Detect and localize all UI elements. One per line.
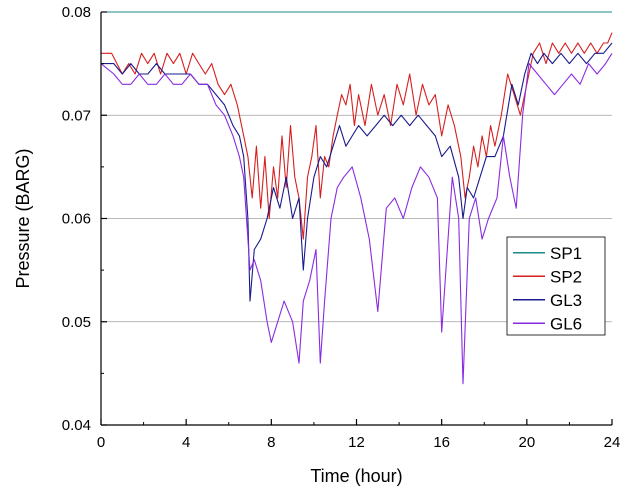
x-tick-label: 4: [182, 434, 190, 451]
x-tick-label: 20: [518, 434, 535, 451]
x-axis-title: Time (hour): [310, 466, 402, 486]
y-tick-label: 0.05: [62, 314, 91, 331]
y-tick-label: 0.04: [62, 417, 91, 434]
x-tick-label: 24: [604, 434, 620, 451]
ticks: 0 4 8 12 16 20 24 0.04 0.05 0.06 0.07 0.08: [62, 4, 620, 451]
y-axis-title: Pressure (BARG): [13, 148, 33, 288]
series-line-sp2: [101, 32, 613, 240]
legend-label: GL6: [550, 314, 582, 333]
y-tick-label: 0.07: [62, 107, 91, 124]
series-line-gl6: [100, 53, 613, 385]
legend: SP1 SP2 GL3 GL6: [506, 236, 606, 336]
x-tick-label: 12: [348, 434, 365, 451]
legend-label: SP2: [550, 267, 582, 286]
y-tick-label: 0.06: [62, 211, 91, 228]
legend-label: SP1: [550, 244, 582, 263]
x-tick-label: 0: [97, 434, 105, 451]
x-tick-label: 8: [267, 434, 275, 451]
legend-label: GL3: [550, 291, 582, 310]
series-lines: [100, 11, 613, 385]
y-tick-label: 0.08: [62, 4, 91, 21]
x-tick-label: 16: [433, 434, 450, 451]
